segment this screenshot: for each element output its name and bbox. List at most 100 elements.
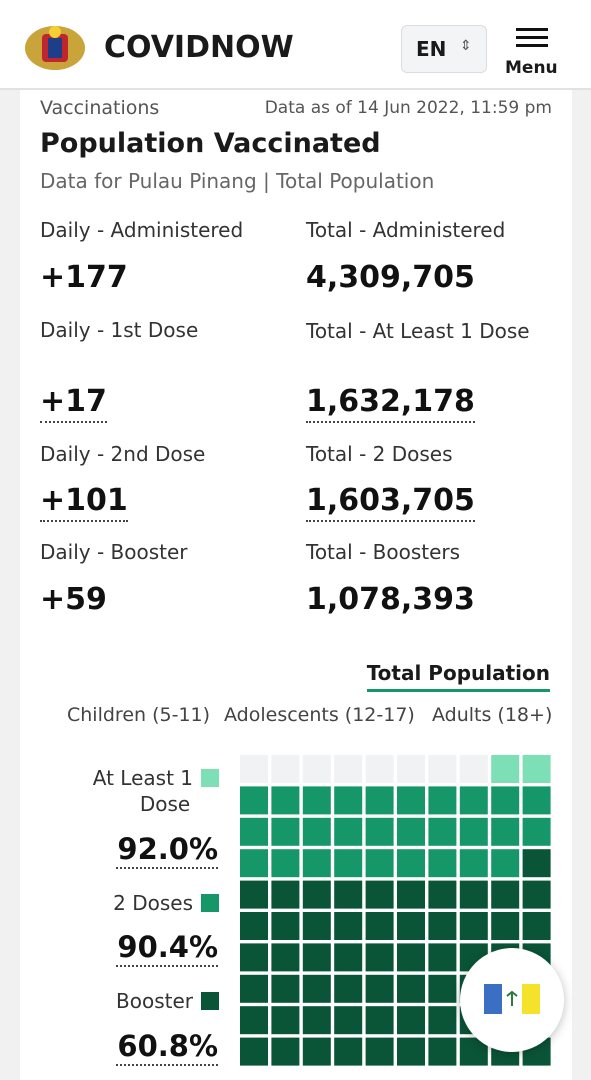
waffle-square	[397, 943, 425, 972]
waffle-square	[397, 755, 425, 783]
stat-number: +17	[40, 384, 107, 423]
waffle-square	[428, 1006, 457, 1035]
waffle-square	[428, 974, 457, 1003]
filter[interactable]: Children (5-11)	[67, 704, 211, 726]
waffle-square	[240, 1037, 268, 1066]
waffle-square	[397, 880, 425, 909]
menu-button[interactable]: Menu	[504, 22, 560, 78]
waffle-square	[240, 817, 268, 846]
waffle-square	[334, 755, 363, 783]
waffle-square	[397, 1037, 425, 1066]
waffle-square	[522, 786, 551, 815]
waffle-square	[334, 1006, 363, 1035]
waffle-square	[428, 786, 457, 815]
waffle-square	[365, 755, 394, 783]
waffle-square	[428, 912, 457, 940]
stat-number: 1,632,178	[306, 384, 475, 423]
state-button[interactable]	[460, 948, 564, 1052]
title: Population Vaccinated	[40, 128, 381, 159]
stat-value: 1,603,705	[306, 483, 475, 522]
waffle-square	[365, 1037, 394, 1066]
waffle-square	[240, 786, 268, 815]
waffle-square	[365, 943, 394, 972]
waffle-square	[459, 786, 488, 815]
value-label: 92.0%	[117, 832, 218, 866]
waffle-square	[491, 755, 520, 783]
subtitle: Data for Pulau Pinang | Total Population	[40, 169, 435, 193]
stat-number: 1,078,393	[306, 582, 475, 617]
waffle-square	[522, 755, 551, 783]
waffle-square	[522, 912, 551, 940]
waffle-square	[491, 912, 520, 940]
waffle-square	[491, 817, 520, 846]
tab-active[interactable]: Total Population	[366, 661, 550, 692]
waffle-square	[428, 817, 457, 846]
waffle-square	[240, 880, 268, 909]
waffle-square	[428, 1037, 457, 1066]
waffle-square	[302, 974, 331, 1003]
waffle-square	[302, 880, 331, 909]
waffle-square	[491, 849, 520, 878]
waffle-square	[459, 755, 488, 783]
filter[interactable]: Adults (18+)	[432, 704, 553, 726]
waffle-square	[334, 1037, 363, 1066]
stat-label: Daily - Administered	[40, 218, 244, 242]
stat-label: Total - 2 Doses	[306, 442, 453, 466]
waffle-square	[459, 912, 488, 940]
brand[interactable]: COVIDNOW	[104, 30, 294, 65]
waffle-square	[397, 974, 425, 1003]
waffle-square	[334, 943, 363, 972]
stat-value: +59	[40, 582, 107, 617]
stat-label: Total - Administered	[306, 218, 506, 242]
waffle-square	[302, 1006, 331, 1035]
waffle-square	[302, 943, 331, 972]
stat-label: Daily - 2nd Dose	[40, 442, 206, 466]
waffle-square	[271, 1006, 300, 1035]
waffle-square	[365, 974, 394, 1003]
waffle-square	[302, 912, 331, 940]
stat-number: +177	[40, 260, 128, 295]
stat-value: +17	[40, 384, 107, 423]
stat-number: 4,309,705	[306, 260, 475, 295]
waffle-square	[271, 880, 300, 909]
language-select[interactable]: EN ⇕	[401, 25, 487, 73]
waffle-square	[334, 786, 363, 815]
waffle-square	[271, 943, 300, 972]
waffle-square	[271, 817, 300, 846]
waffle-square	[302, 1037, 331, 1066]
waffle-square	[397, 786, 425, 815]
waffle-square	[397, 912, 425, 940]
waffle-square	[271, 755, 300, 783]
waffle-square	[334, 849, 363, 878]
waffle-square	[334, 974, 363, 1003]
state-flag	[484, 984, 540, 1014]
select-arrows: ⇕	[460, 38, 472, 54]
waffle-square	[240, 849, 268, 878]
value-label: 90.4%	[117, 930, 218, 964]
stat-label: Daily - Booster	[40, 540, 188, 564]
waffle-square	[240, 755, 268, 783]
waffle-square	[491, 880, 520, 909]
waffle-square	[271, 974, 300, 1003]
waffle-square	[397, 1006, 425, 1035]
waffle-square	[428, 880, 457, 909]
legend-label: At Least 1 Dose	[93, 766, 193, 816]
language: EN	[416, 37, 447, 61]
waffle-square	[522, 849, 551, 878]
waffle-square	[302, 849, 331, 878]
stat-value: 4,309,705	[306, 260, 475, 295]
waffle-square	[302, 817, 331, 846]
waffle-square	[522, 880, 551, 909]
waffle-square	[428, 755, 457, 783]
stat-number: 1,603,705	[306, 483, 475, 522]
legend-swatch	[201, 769, 219, 787]
waffle-square	[334, 912, 363, 940]
filter[interactable]: Adolescents (12-17)	[224, 704, 415, 726]
section: Vaccinations	[40, 97, 160, 119]
stat-value: +177	[40, 260, 128, 295]
stat-value: +101	[40, 483, 128, 522]
stat-value: 1,632,178	[306, 384, 475, 423]
legend-swatch	[201, 894, 219, 912]
stat-label: Total - At Least 1 Dose	[306, 319, 530, 343]
